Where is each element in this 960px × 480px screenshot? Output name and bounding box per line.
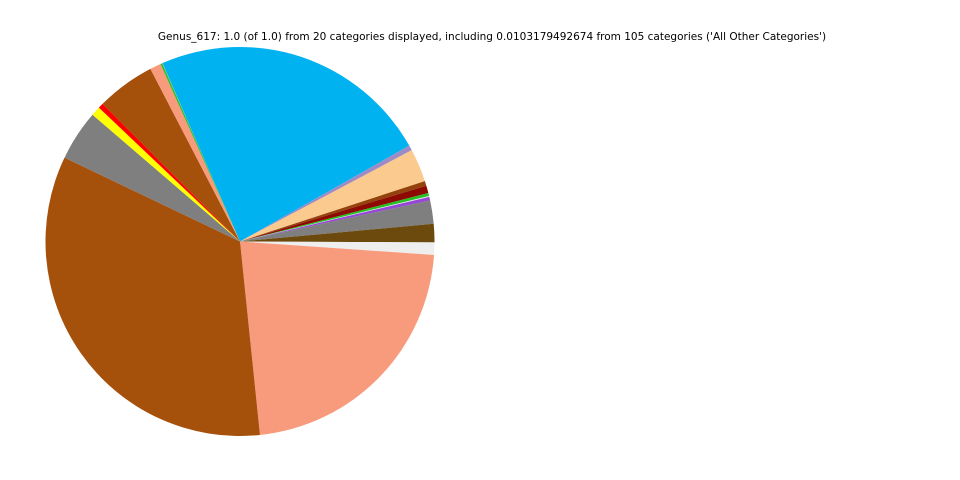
pie-slice-08 <box>240 196 431 242</box>
pie-slices <box>45 46 435 436</box>
chart-title: Genus_617: 1.0 (of 1.0) from 20 categori… <box>157 31 827 43</box>
pie-slice-20 <box>162 63 240 242</box>
pie-slice-14 <box>64 114 241 242</box>
pie-slice-19 <box>160 63 240 242</box>
pie-slice-04 <box>240 181 427 242</box>
pie-slice-18 <box>150 63 240 242</box>
pie-slice-05 <box>240 185 429 242</box>
pie-slice-03 <box>240 150 425 242</box>
pie-slice-17 <box>102 68 240 242</box>
pie-slice-07 <box>240 196 430 242</box>
pie-slice-10 <box>240 223 435 243</box>
pie-slice-06 <box>240 193 430 242</box>
pie-slice-09 <box>240 200 434 242</box>
pie-slice-12 <box>240 241 435 435</box>
pie-slice-02 <box>240 145 412 242</box>
pie-slice-16 <box>98 103 240 242</box>
pie-slice-13 <box>45 157 260 436</box>
pie-slice-15 <box>92 107 241 242</box>
pie-slice-11-all-other-categories <box>240 241 435 255</box>
pie-slice-01 <box>162 46 410 242</box>
